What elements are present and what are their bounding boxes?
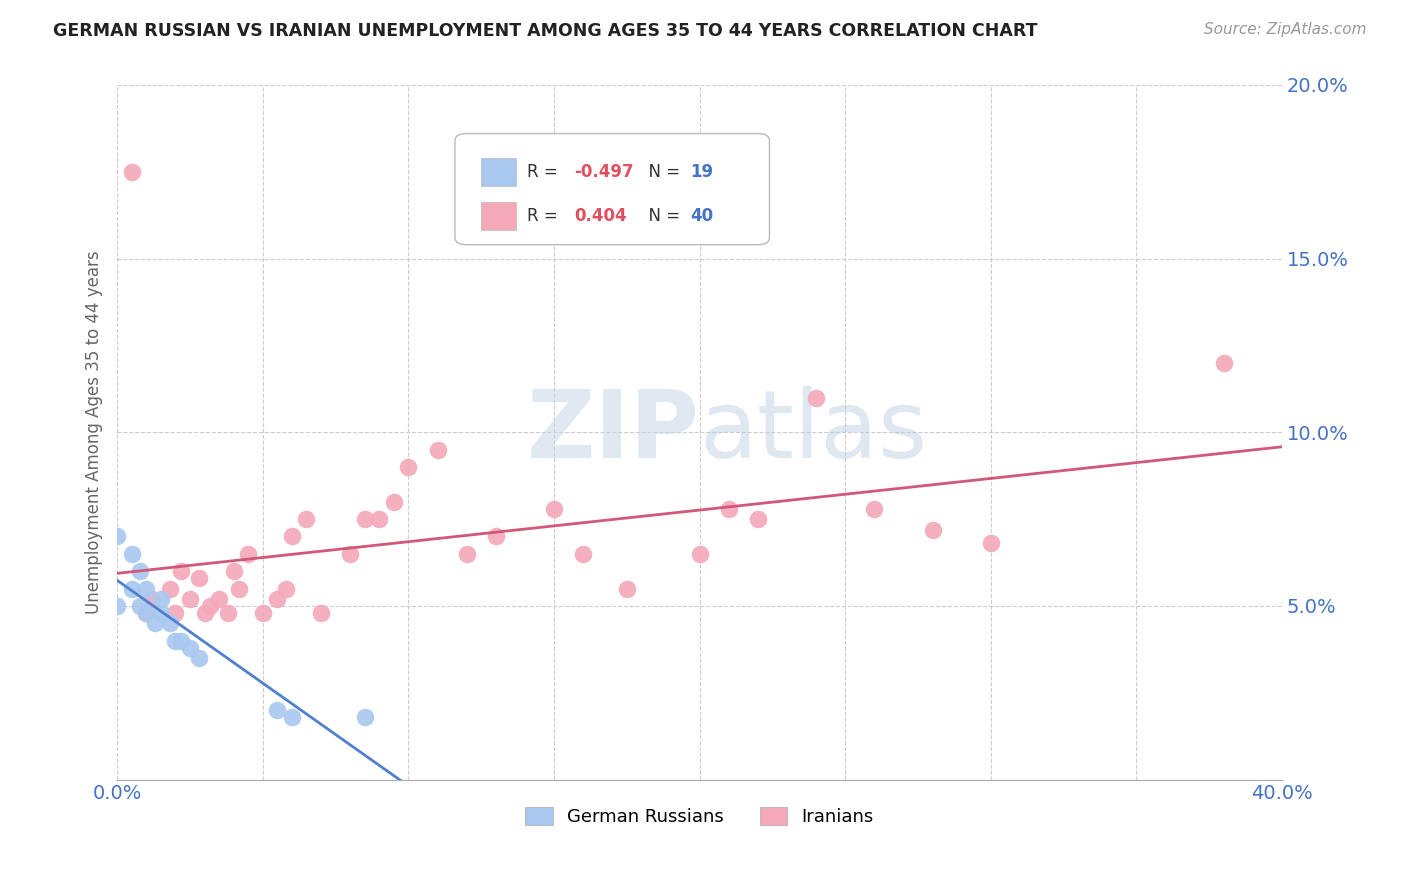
Text: N =: N = — [638, 162, 685, 181]
FancyBboxPatch shape — [481, 202, 516, 230]
Point — [238, 547, 260, 561]
Point — [170, 633, 193, 648]
Point — [295, 512, 318, 526]
Point — [980, 536, 1002, 550]
Point — [353, 512, 375, 526]
Point — [208, 592, 231, 607]
Point — [368, 512, 391, 526]
Point — [339, 547, 361, 561]
Text: GERMAN RUSSIAN VS IRANIAN UNEMPLOYMENT AMONG AGES 35 TO 44 YEARS CORRELATION CHA: GERMAN RUSSIAN VS IRANIAN UNEMPLOYMENT A… — [53, 22, 1038, 40]
Point — [543, 501, 565, 516]
Text: Source: ZipAtlas.com: Source: ZipAtlas.com — [1204, 22, 1367, 37]
Point — [129, 564, 152, 578]
Text: R =: R = — [527, 162, 564, 181]
Point — [159, 616, 181, 631]
Point — [200, 599, 222, 613]
Point — [105, 529, 128, 543]
Point — [135, 606, 157, 620]
Point — [141, 592, 163, 607]
Legend: German Russians, Iranians: German Russians, Iranians — [519, 799, 882, 833]
Text: 19: 19 — [690, 162, 713, 181]
Text: N =: N = — [638, 207, 685, 226]
Point — [217, 606, 239, 620]
Point — [863, 501, 886, 516]
Point — [165, 606, 187, 620]
Point — [135, 582, 157, 596]
Point — [121, 165, 143, 179]
Point — [804, 391, 827, 405]
Text: R =: R = — [527, 207, 564, 226]
Point — [266, 703, 288, 717]
Point — [281, 710, 304, 724]
Text: 40: 40 — [690, 207, 713, 226]
Point — [252, 606, 274, 620]
Point — [485, 529, 508, 543]
Text: atlas: atlas — [700, 386, 928, 478]
Point — [159, 582, 181, 596]
Point — [747, 512, 769, 526]
Point — [135, 606, 157, 620]
Text: 0.404: 0.404 — [574, 207, 627, 226]
Point — [228, 582, 250, 596]
Point — [165, 633, 187, 648]
Point — [572, 547, 595, 561]
Point — [426, 442, 449, 457]
Point — [179, 640, 201, 655]
Point — [121, 547, 143, 561]
Point — [396, 460, 419, 475]
Point — [717, 501, 740, 516]
Point — [266, 592, 288, 607]
Point — [193, 606, 215, 620]
Point — [309, 606, 332, 620]
Point — [143, 616, 166, 631]
Point — [149, 606, 172, 620]
Point — [222, 564, 245, 578]
Y-axis label: Unemployment Among Ages 35 to 44 years: Unemployment Among Ages 35 to 44 years — [86, 251, 103, 614]
Point — [274, 582, 297, 596]
Point — [187, 571, 209, 585]
Point — [179, 592, 201, 607]
Point — [353, 710, 375, 724]
FancyBboxPatch shape — [456, 134, 769, 244]
Point — [281, 529, 304, 543]
Point — [456, 547, 478, 561]
Point — [1212, 356, 1234, 370]
Text: ZIP: ZIP — [527, 386, 700, 478]
Text: -0.497: -0.497 — [574, 162, 634, 181]
Point — [616, 582, 638, 596]
Point — [170, 564, 193, 578]
FancyBboxPatch shape — [481, 158, 516, 186]
Point — [689, 547, 711, 561]
Point — [382, 494, 405, 508]
Point — [121, 582, 143, 596]
Point — [921, 523, 943, 537]
Point — [105, 599, 128, 613]
Point — [187, 651, 209, 665]
Point — [129, 599, 152, 613]
Point — [149, 592, 172, 607]
